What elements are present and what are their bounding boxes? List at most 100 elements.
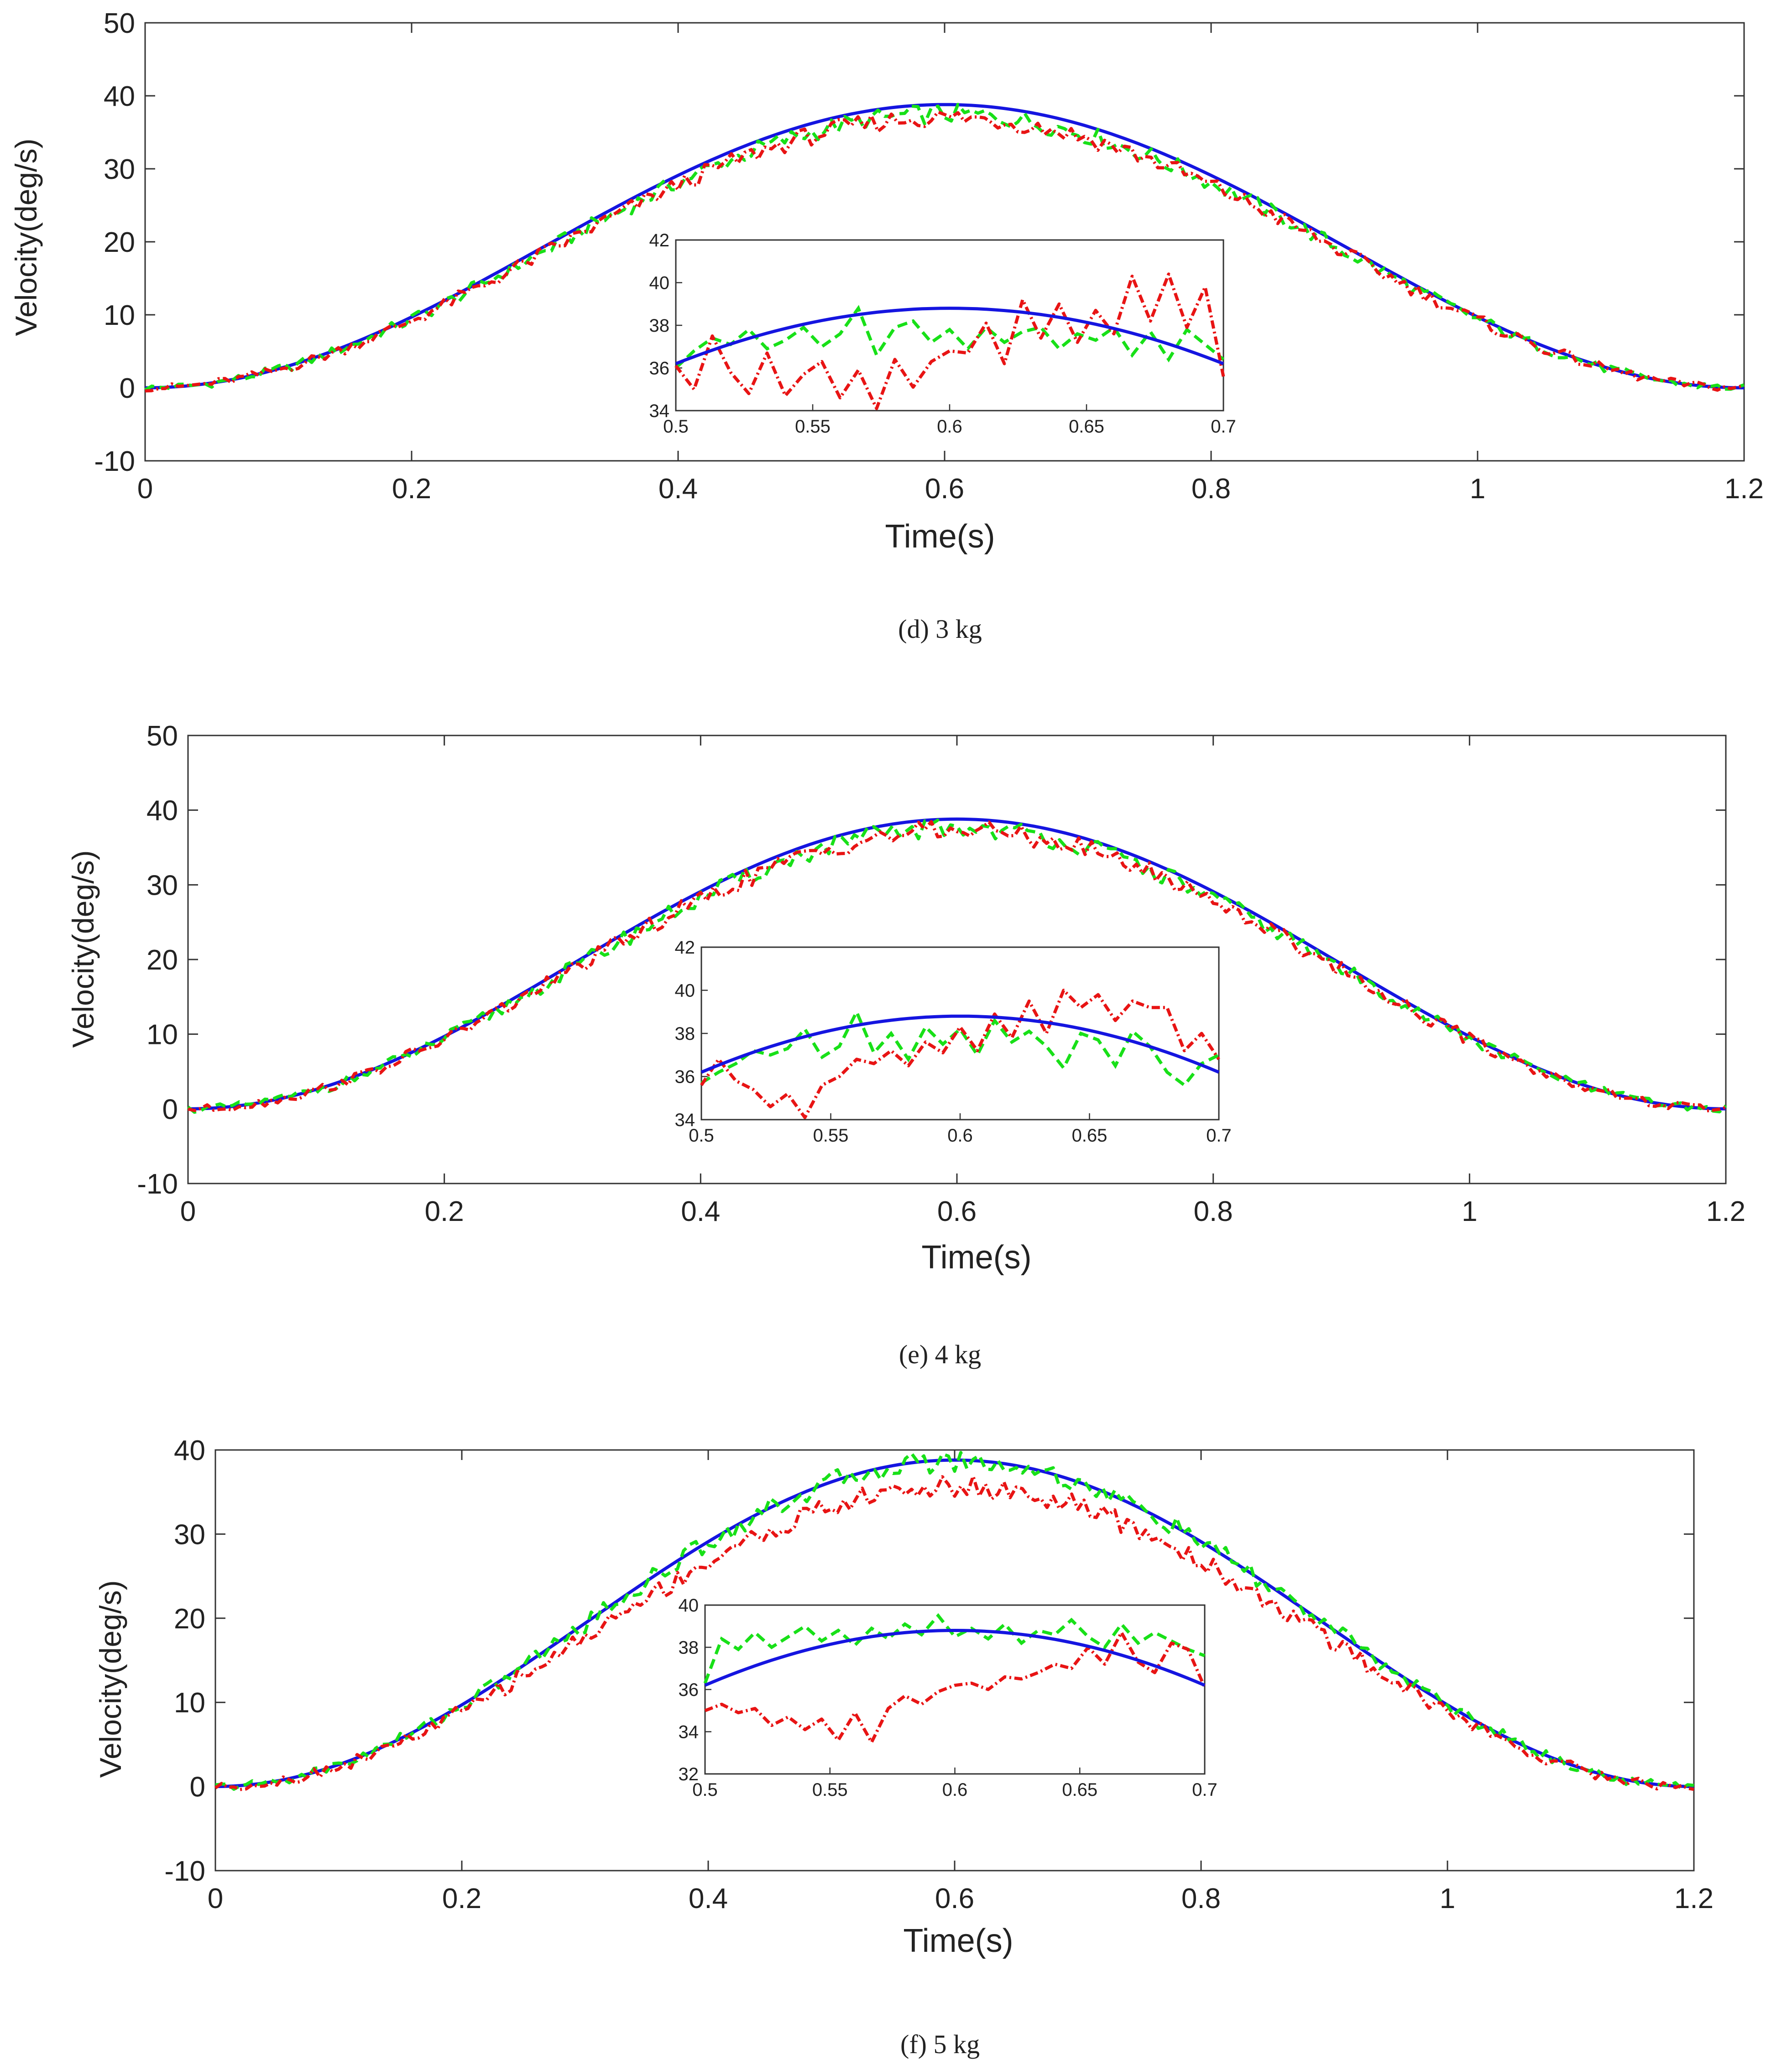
series-line-red-f xyxy=(214,1475,1694,1791)
y-tick-label: 0 xyxy=(190,1772,205,1803)
x-tick-label: 0.6 xyxy=(937,1196,977,1227)
chart-panel-e: (e) 4 kg Time(s) Velocity(deg/s) 0 0.2 0.4… xyxy=(66,720,1745,1369)
inset-f: 0.5 0.55 0.6 0.65 0.7 32 34 36 38 40 xyxy=(679,1596,1217,1800)
x-tick-label: 0.2 xyxy=(442,1883,481,1914)
y-tick-label: 30 xyxy=(104,154,135,185)
x-axis-label-f: Time(s) xyxy=(903,1923,1013,1959)
inset-series-green-e xyxy=(700,1008,1220,1088)
y-tick-label: 50 xyxy=(104,8,135,39)
inset-x-tick-label: 0.5 xyxy=(663,417,689,437)
inset-x-tick-label: 0.5 xyxy=(692,1780,718,1800)
inset-y-tick-label: 40 xyxy=(679,1596,699,1616)
y-tick-label: 0 xyxy=(162,1094,178,1125)
x-axis-label-e: Time(s) xyxy=(921,1239,1031,1276)
inset-series-red-e xyxy=(700,989,1220,1119)
inset-series-reference-f xyxy=(704,1628,1206,1687)
x-tick-label: 1 xyxy=(1462,1196,1477,1227)
y-tick-label: -10 xyxy=(164,1856,205,1887)
x-tick-label: 1 xyxy=(1440,1883,1455,1914)
inset-x-tick-label: 0.65 xyxy=(1069,417,1104,437)
inset-frame-d xyxy=(675,239,1224,412)
inset-e: 0.5 0.55 0.6 0.65 0.7 34 36 38 40 42 xyxy=(675,938,1232,1146)
x-tick-label: 0 xyxy=(137,473,153,505)
inset-y-tick-label: 42 xyxy=(649,230,670,250)
inset-series-red-f xyxy=(704,1631,1207,1744)
inset-x-tick-label: 0.5 xyxy=(689,1126,714,1146)
series-line-red-e xyxy=(188,820,1726,1113)
inset-y-tick-label: 36 xyxy=(649,359,670,379)
y-tick-label: 20 xyxy=(174,1603,205,1635)
inset-x-tick-label: 0.55 xyxy=(795,417,831,437)
inset-x-tick-label: 0.7 xyxy=(1206,1126,1232,1146)
y-tick-label: 10 xyxy=(104,300,135,331)
inset-x-tick-label: 0.65 xyxy=(1062,1780,1097,1800)
x-tick-label: 0.6 xyxy=(925,473,964,505)
y-tick-label: 30 xyxy=(174,1519,205,1550)
x-tick-label: 0 xyxy=(180,1196,196,1227)
panel-caption-d: (d) 3 kg xyxy=(898,614,982,644)
x-tick-label: 0.2 xyxy=(392,473,431,505)
x-tick-label: 1.2 xyxy=(1706,1196,1745,1227)
x-tick-label: 0.4 xyxy=(681,1196,720,1227)
inset-d: 0.5 0.55 0.6 0.65 0.7 34 36 38 40 42 xyxy=(649,230,1236,437)
y-tick-label: 30 xyxy=(146,870,178,901)
inset-y-tick-label: 34 xyxy=(649,401,670,421)
inset-y-tick-label: 38 xyxy=(679,1638,699,1658)
inset-y-tick-label: 40 xyxy=(649,273,670,293)
inset-y-tick-label: 38 xyxy=(675,1024,695,1044)
y-tick-label: 40 xyxy=(174,1435,205,1466)
y-tick-label: 20 xyxy=(146,944,178,976)
inset-series-green-d xyxy=(674,305,1225,370)
panel-caption-e: (e) 4 kg xyxy=(899,1340,981,1369)
inset-y-tick-label: 38 xyxy=(649,316,670,336)
x-tick-label: 1 xyxy=(1470,473,1485,505)
y-tick-label: -10 xyxy=(137,1168,178,1200)
inset-y-tick-label: 32 xyxy=(679,1764,699,1784)
x-tick-label: 0.2 xyxy=(425,1196,464,1227)
y-tick-label: 50 xyxy=(146,720,178,752)
y-tick-label: -10 xyxy=(94,446,135,477)
x-tick-label: 0.8 xyxy=(1181,1883,1221,1914)
series-line-green-f xyxy=(215,1451,1694,1791)
y-axis-label-d: Velocity(deg/s) xyxy=(9,139,43,336)
y-tick-label: 40 xyxy=(146,795,178,827)
x-tick-label: 0.8 xyxy=(1194,1196,1233,1227)
inset-series-reference-e xyxy=(700,1014,1220,1074)
x-tick-label: 1.2 xyxy=(1674,1883,1714,1914)
x-tick-label: 0.8 xyxy=(1191,473,1231,505)
y-tick-label: 0 xyxy=(120,373,135,404)
inset-y-tick-label: 34 xyxy=(679,1722,699,1742)
x-tick-label: 0 xyxy=(208,1883,223,1914)
y-tick-label: 20 xyxy=(104,227,135,258)
inset-x-tick-label: 0.7 xyxy=(1192,1780,1217,1800)
x-tick-label: 0.6 xyxy=(935,1883,974,1914)
inset-x-tick-label: 0.55 xyxy=(813,1126,849,1146)
y-tick-label: 10 xyxy=(174,1687,205,1719)
panel-caption-f: (f) 5 kg xyxy=(900,2029,980,2059)
x-axis-label-d: Time(s) xyxy=(885,518,995,555)
inset-x-tick-label: 0.65 xyxy=(1072,1126,1108,1146)
series-line-red-d xyxy=(145,110,1745,393)
x-tick-label: 1.2 xyxy=(1724,473,1764,505)
y-tick-label: 10 xyxy=(146,1019,178,1051)
y-axis-label-e: Velocity(deg/s) xyxy=(66,850,100,1048)
x-tick-label: 0.4 xyxy=(689,1883,728,1914)
inset-x-tick-label: 0.6 xyxy=(942,1780,968,1800)
inset-y-tick-label: 40 xyxy=(675,981,695,1001)
inset-x-tick-label: 0.7 xyxy=(1211,417,1236,437)
inset-frame-e xyxy=(700,946,1220,1121)
y-axis-label-f: Velocity(deg/s) xyxy=(94,1580,127,1778)
inset-x-tick-label: 0.6 xyxy=(937,417,962,437)
inset-y-tick-label: 42 xyxy=(675,938,695,958)
inset-series-reference-d xyxy=(675,307,1224,365)
inset-y-tick-label: 36 xyxy=(675,1067,695,1087)
x-tick-label: 0.4 xyxy=(658,473,698,505)
inset-y-tick-label: 36 xyxy=(679,1680,699,1700)
chart-panel-d: (d) 3 kg Time(s) Velocity(deg/s) 0 0.2 0.4… xyxy=(9,8,1764,644)
inset-series-red-d xyxy=(674,272,1225,410)
inset-y-tick-label: 34 xyxy=(675,1110,695,1130)
inset-x-tick-label: 0.6 xyxy=(947,1126,973,1146)
y-tick-label: 40 xyxy=(104,81,135,112)
inset-x-tick-label: 0.55 xyxy=(812,1780,848,1800)
